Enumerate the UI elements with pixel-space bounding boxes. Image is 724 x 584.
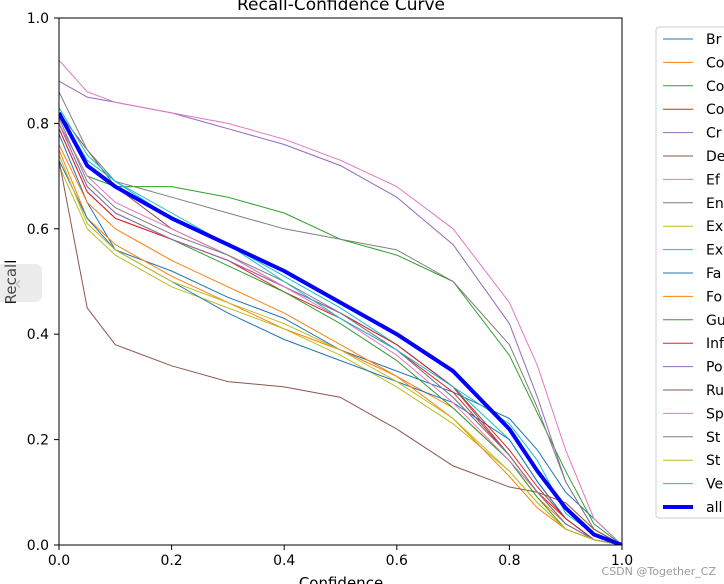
y-tick-label: 0.0 [27, 538, 49, 554]
legend-label: Fa [706, 266, 721, 282]
legend-label: Gu [706, 313, 724, 329]
y-axis-ticks: 0.0 0.2 0.4 0.6 0.8 1.0 [27, 11, 59, 554]
legend-label: Ex [706, 219, 723, 235]
legend-label: Co [706, 79, 724, 95]
plot-frame [58, 17, 623, 546]
series-line-20 [59, 111, 622, 545]
legend-label: Ru [706, 383, 724, 399]
series-line-11 [59, 144, 622, 545]
plot-lines [59, 59, 622, 545]
x-tick-label: 0.4 [273, 553, 295, 569]
x-tick-label: 0.2 [160, 553, 182, 569]
legend-label: Cr [706, 126, 722, 142]
series-line-6 [59, 59, 622, 545]
chart-title: Recall-Confidence Curve [237, 0, 445, 15]
series-line-7 [59, 91, 622, 545]
y-tick-label: 0.8 [27, 116, 49, 132]
legend-label: Co [706, 102, 724, 118]
y-tick-label: 0.2 [27, 433, 49, 449]
series-line-1 [59, 149, 622, 545]
legend-label: Inf [706, 336, 724, 352]
legend-label: Fo [706, 289, 722, 305]
x-tick-label: 0.0 [48, 553, 70, 569]
series-line-18 [59, 154, 622, 545]
watermark: CSDN @Together_CZ [601, 565, 716, 578]
series-line-19 [59, 107, 622, 545]
legend-label: Ex [706, 243, 723, 259]
collapse-handle[interactable]: ‹ [0, 264, 42, 302]
series-line-5 [59, 112, 622, 545]
y-axis-label: Recall [2, 260, 20, 305]
chevron-left-icon: ‹ [14, 271, 22, 295]
legend-label: Co [706, 55, 724, 71]
series-line-0 [59, 133, 622, 545]
series-line-17 [59, 117, 622, 545]
legend-label: Ef [706, 172, 721, 188]
legend: Br Co Co Co Cr De Ef En Ex Ex Fa Fo Gu Inf Po Ru Sp St St V… [655, 26, 724, 519]
legend-label: Br [706, 32, 722, 48]
legend-label: Sp [706, 406, 724, 422]
legend-label: St [706, 430, 721, 446]
series-line-9 [59, 112, 622, 545]
x-axis-label: Confidence [299, 574, 383, 584]
legend-label: all [706, 500, 722, 516]
x-tick-label: 1.0 [611, 553, 633, 569]
legend-label: Po [706, 360, 723, 376]
x-axis-ticks: 0.0 0.2 0.4 0.6 0.8 1.0 [48, 545, 633, 569]
y-tick-label: 0.4 [27, 327, 49, 343]
y-tick-label: 0.6 [27, 222, 49, 238]
series-line-13 [59, 128, 622, 545]
legend-label: En [706, 196, 724, 212]
legend-label: St [706, 453, 721, 469]
y-tick-label: 1.0 [27, 11, 49, 27]
legend-label: Ve [706, 477, 723, 493]
x-tick-label: 0.8 [498, 553, 520, 569]
x-tick-label: 0.6 [386, 553, 408, 569]
legend-label: De [706, 149, 724, 165]
